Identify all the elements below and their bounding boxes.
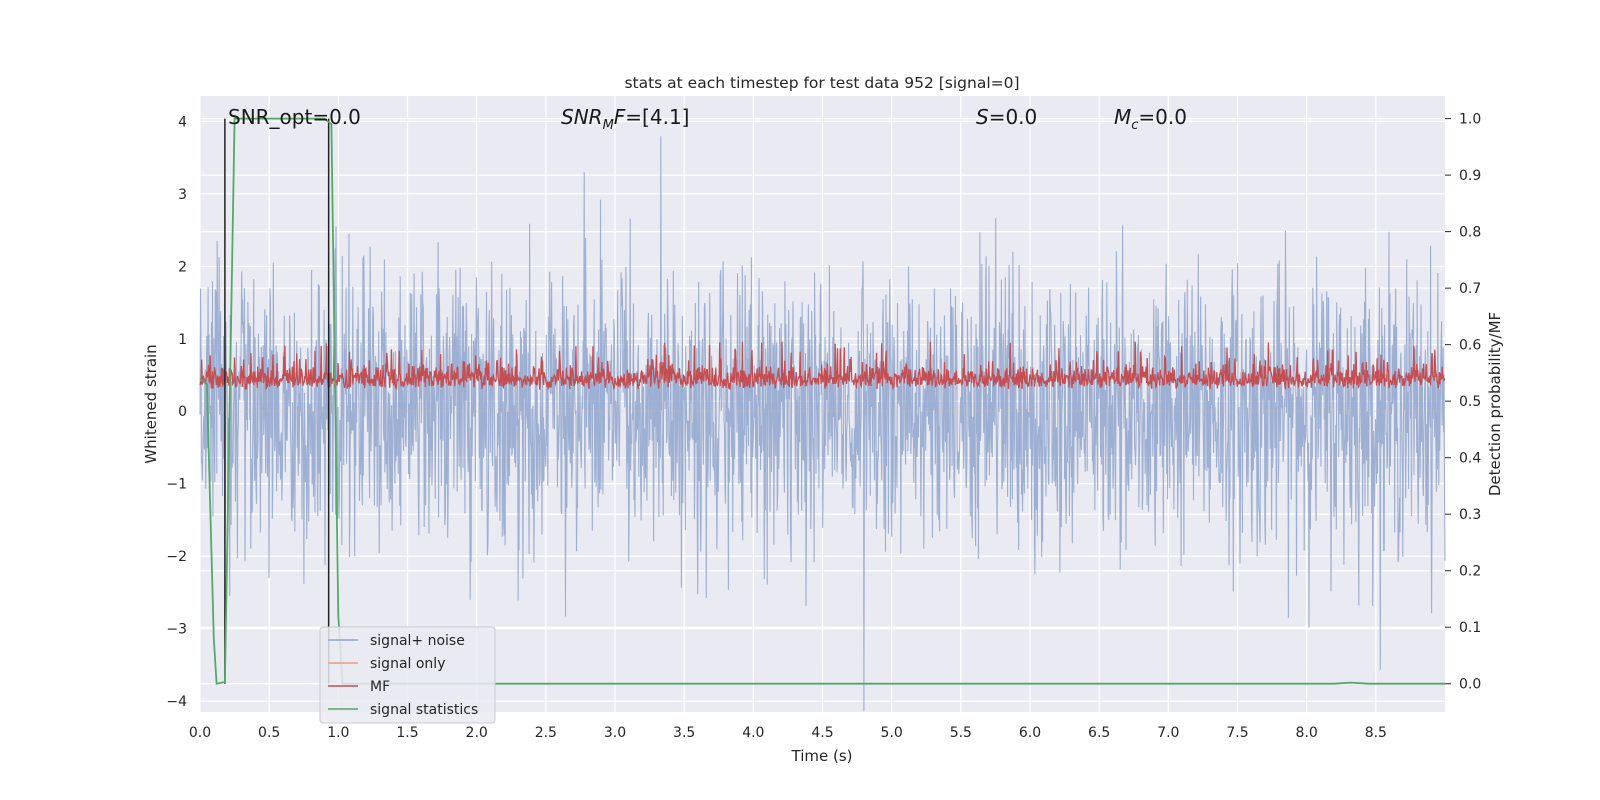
y-tick-label: 0 [178,404,187,420]
chart-title: stats at each timestep for test data 952… [624,74,1019,92]
y-tick-label: 2 [178,259,187,275]
x-tick-label: 6.5 [1088,725,1110,741]
y2-tick-label: 0.4 [1459,451,1481,467]
y2-axis-label: Detection probability/MF [1486,312,1504,496]
y-tick-label: −1 [166,477,187,493]
x-tick-label: 0.5 [258,725,280,741]
mf-line [199,341,1446,391]
annotation-s: S=0.0 [976,105,1037,129]
legend-label-mf: MF [370,679,390,695]
x-tick-label: 4.0 [742,725,764,741]
x-tick-label: 5.5 [950,725,972,741]
legend-label-signal-noise: signal+ noise [370,633,465,649]
y-tick-labels: 4 3 2 1 0 −1 −2 −3 −4 [166,114,187,710]
x-tick-label: 2.5 [535,725,557,741]
x-tick-label: 7.0 [1157,725,1179,741]
signal-statistics-line [199,117,1445,685]
series-signal-statistics [199,117,1445,685]
y-tick-label: −4 [166,694,187,710]
x-tick-label: 1.5 [396,725,418,741]
y-tick-label: −2 [166,549,187,565]
y2-tick-labels: 1.0 0.9 0.8 0.7 0.6 0.5 0.4 0.3 0.2 0.1 0.0 [1445,112,1481,693]
legend-label-signal-statistics: signal statistics [370,702,478,718]
annotation-snr-mf: SNRMF=[4.1] [561,105,689,133]
annotation-snr-opt: SNR_opt=0.0 [228,105,361,129]
x-tick-label: 6.0 [1019,725,1041,741]
legend-box [319,626,496,724]
x-tick-label: 3.5 [673,725,695,741]
legend: signal+ noise signal only MF signal stat… [319,626,496,724]
x-tick-label: 2.0 [466,725,488,741]
annotation-mc: Mc=0.0 [1114,105,1187,133]
x-tick-label: 1.0 [327,725,349,741]
y2-tick-label: 0.6 [1459,338,1481,354]
y2-tick-label: 0.9 [1459,168,1481,184]
x-tick-label: 7.5 [1226,725,1248,741]
y2-tick-label: 0.1 [1459,620,1481,636]
y-tick-label: 3 [178,187,187,203]
y2-tick-label: 0.8 [1459,225,1481,241]
y-axis-label: Whitened strain [142,344,160,463]
x-tick-label: 8.5 [1365,725,1387,741]
y2-tick-label: 0.0 [1459,677,1481,693]
x-tick-label: 4.5 [811,725,833,741]
x-tick-label: 5.0 [881,725,903,741]
x-axis-label: Time (s) [791,747,853,765]
y2-tick-label: 0.5 [1459,394,1481,410]
legend-label-signal-only: signal only [370,656,445,672]
x-tick-label: 3.0 [604,725,626,741]
y-tick-label: −3 [166,622,187,638]
x-tick-label: 0.0 [189,725,211,741]
y2-tick-label: 0.7 [1459,281,1481,297]
series-mf [199,341,1446,391]
y-tick-label: 4 [178,114,187,130]
y2-tick-label: 1.0 [1459,112,1481,128]
y2-tick-label: 0.3 [1459,507,1481,523]
vertical-markers [224,118,330,684]
y-tick-label: 1 [178,332,187,348]
x-tick-label: 8.0 [1296,725,1318,741]
y2-tick-label: 0.2 [1459,564,1481,580]
x-tick-labels: 0.0 0.5 1.0 1.5 2.0 2.5 3.0 3.5 4.0 4.5 5.0 5.5 6.0 6… [189,725,1387,741]
